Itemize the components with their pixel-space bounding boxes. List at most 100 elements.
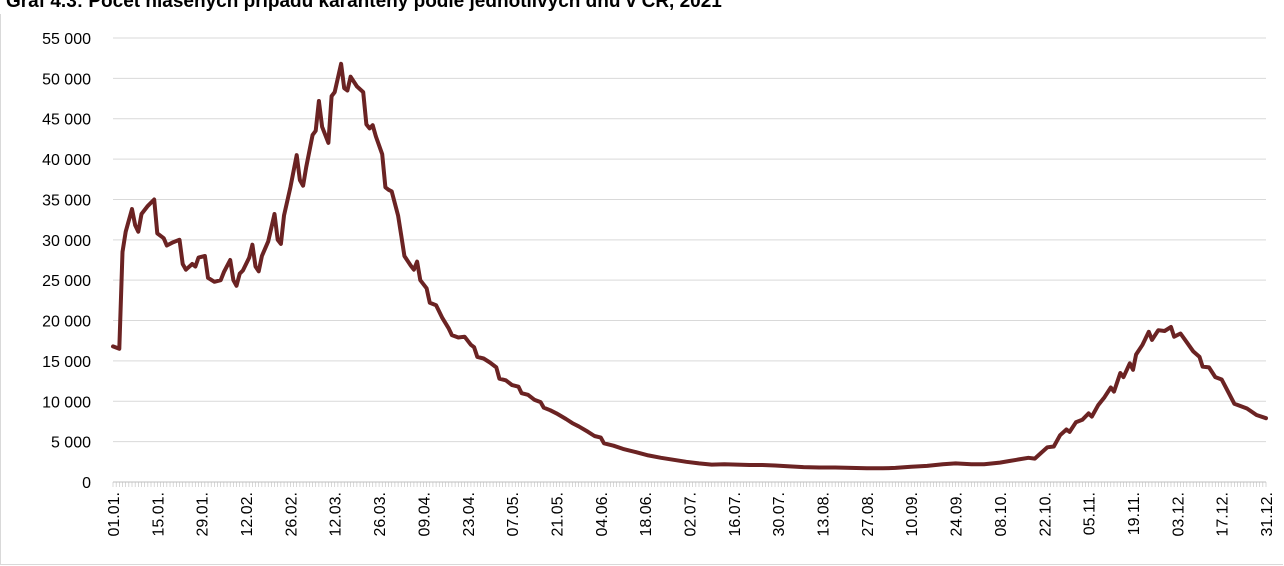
x-tick: 19.11. bbox=[1126, 492, 1143, 535]
x-tick: 02.07. bbox=[683, 492, 700, 536]
data-point bbox=[447, 327, 451, 331]
data-point bbox=[998, 461, 1002, 465]
gridlines bbox=[113, 37, 1266, 443]
x-tick-label: 13.08. bbox=[816, 492, 833, 536]
data-point bbox=[288, 185, 292, 189]
data-point bbox=[564, 417, 568, 421]
data-point bbox=[1172, 335, 1176, 339]
data-point bbox=[124, 230, 128, 234]
data-point bbox=[833, 466, 837, 469]
data-point bbox=[1064, 428, 1068, 431]
x-tick: 31.12. bbox=[1259, 492, 1276, 536]
data-point bbox=[311, 133, 315, 137]
y-tick-label: 35 000 bbox=[42, 192, 91, 209]
data-point bbox=[1163, 329, 1167, 333]
data-point bbox=[231, 278, 235, 282]
data-point bbox=[1039, 451, 1043, 455]
axes bbox=[112, 481, 1267, 487]
data-point bbox=[247, 256, 251, 260]
data-point bbox=[146, 204, 150, 208]
data-point bbox=[155, 231, 159, 235]
y-tick: 30 000 bbox=[42, 233, 91, 250]
data-point bbox=[634, 450, 638, 454]
x-tick: 21.05. bbox=[549, 492, 566, 536]
data-point bbox=[140, 212, 143, 216]
x-tick: 13.08. bbox=[816, 492, 833, 536]
data-point bbox=[235, 284, 238, 288]
data-point bbox=[412, 268, 416, 272]
data-point bbox=[577, 424, 581, 428]
data-point bbox=[402, 254, 406, 258]
data-point bbox=[1074, 420, 1078, 424]
data-point bbox=[428, 301, 432, 305]
y-tick: 55 000 bbox=[42, 31, 91, 48]
data-point bbox=[345, 89, 349, 92]
y-tick-label: 0 bbox=[82, 475, 91, 492]
x-tick: 27.08. bbox=[860, 492, 877, 536]
data-point bbox=[171, 240, 175, 244]
data-point bbox=[238, 272, 242, 276]
x-tick-label: 07.05. bbox=[505, 492, 522, 536]
data-point bbox=[418, 278, 422, 282]
x-tick: 17.12. bbox=[1215, 492, 1232, 536]
y-axis-ticks: 0 5 000 10 000 15 000 20 000 25 000 30 000 35 0… bbox=[42, 31, 91, 492]
data-point bbox=[165, 244, 169, 247]
x-tick-label: 26.03. bbox=[372, 492, 389, 536]
data-point bbox=[602, 441, 606, 445]
data-point bbox=[954, 461, 958, 465]
data-point bbox=[555, 411, 558, 415]
data-point bbox=[279, 242, 283, 246]
data-point bbox=[361, 90, 365, 94]
data-point bbox=[881, 466, 885, 470]
x-tick: 26.03. bbox=[372, 492, 389, 536]
data-point bbox=[1201, 365, 1205, 369]
data-point bbox=[1134, 353, 1138, 356]
data-point bbox=[206, 276, 210, 280]
y-tick-label: 30 000 bbox=[42, 233, 91, 250]
data-point bbox=[330, 94, 334, 98]
data-point bbox=[1207, 365, 1211, 369]
data-point bbox=[301, 184, 305, 188]
data-point bbox=[1026, 456, 1030, 460]
x-tick-label: 21.05. bbox=[549, 492, 566, 536]
x-tick-label: 10.09. bbox=[904, 492, 921, 536]
x-tick-label: 09.04. bbox=[416, 492, 433, 536]
data-point bbox=[1147, 330, 1151, 334]
data-point bbox=[383, 185, 387, 189]
y-tick: 25 000 bbox=[42, 273, 91, 290]
data-point bbox=[152, 198, 156, 201]
x-tick: 01.01. bbox=[106, 492, 123, 536]
x-tick: 03.12. bbox=[1170, 492, 1187, 536]
y-tick-label: 10 000 bbox=[42, 394, 91, 411]
x-tick-label: 04.06. bbox=[594, 492, 611, 536]
data-point bbox=[472, 345, 476, 349]
data-point bbox=[282, 214, 286, 218]
y-tick: 5 000 bbox=[51, 435, 91, 452]
data-point bbox=[925, 464, 929, 468]
data-point bbox=[326, 141, 330, 145]
data-point bbox=[1052, 445, 1056, 448]
data-point bbox=[415, 260, 419, 264]
data-point bbox=[1128, 361, 1132, 365]
data-point bbox=[222, 270, 226, 274]
data-point bbox=[672, 458, 676, 462]
x-tick-label: 30.07. bbox=[771, 492, 788, 536]
data-point bbox=[212, 280, 216, 284]
data-point bbox=[1255, 413, 1258, 417]
x-tick: 18.06. bbox=[638, 492, 655, 536]
data-point bbox=[517, 385, 520, 389]
data-point bbox=[1112, 390, 1116, 394]
data-point bbox=[117, 347, 121, 351]
chart-title: Graf 4.3: Počet hlášených případů karant… bbox=[6, 0, 722, 12]
y-tick: 40 000 bbox=[42, 152, 91, 169]
x-tick-label: 03.12. bbox=[1170, 492, 1187, 536]
x-tick-label: 24.09. bbox=[949, 492, 966, 536]
data-point bbox=[1045, 445, 1049, 449]
data-point bbox=[355, 84, 359, 88]
data-point bbox=[1264, 416, 1268, 420]
x-tick-label: 29.01. bbox=[195, 492, 212, 536]
data-point bbox=[1017, 457, 1021, 461]
data-point bbox=[364, 122, 368, 126]
data-point bbox=[1033, 457, 1037, 461]
